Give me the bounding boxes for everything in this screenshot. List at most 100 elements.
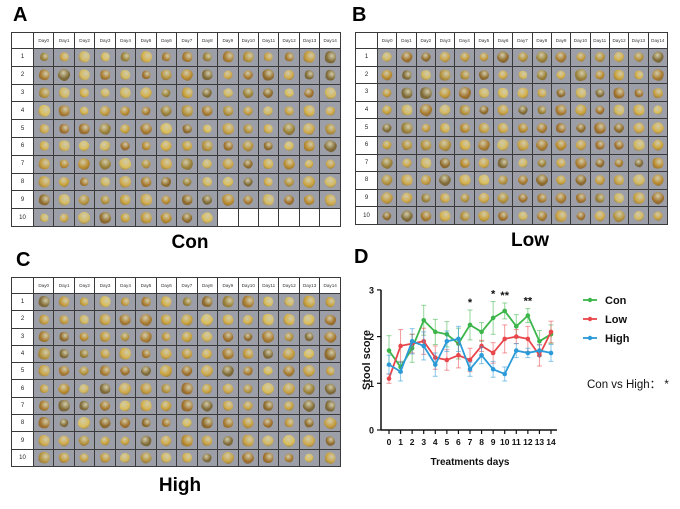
stool-sample-image	[322, 174, 338, 190]
stool-photo-cell	[114, 396, 137, 416]
stool-sample-image	[536, 157, 548, 169]
data-point	[467, 357, 473, 363]
stool-sample-image	[303, 50, 316, 64]
stool-photo-cell	[32, 48, 55, 67]
stool-photo-cell	[155, 48, 178, 67]
stool-photo-cell	[492, 171, 514, 190]
stool-photo-cell	[454, 153, 475, 173]
column-header: Day5	[473, 32, 494, 49]
stool-sample-image	[262, 451, 275, 465]
stool-sample-image	[323, 157, 337, 171]
stool-photo-cell	[135, 292, 157, 312]
stool-sample-image	[399, 50, 414, 64]
stool-sample-image	[159, 312, 174, 327]
row-header: 4	[11, 101, 34, 121]
stool-sample-image	[200, 433, 215, 448]
column-header: Day0	[32, 32, 55, 49]
stool-photo-cell	[550, 153, 572, 173]
stool-sample-image	[58, 122, 71, 135]
stool-photo-cell	[278, 448, 300, 468]
stool-sample-image	[400, 192, 413, 205]
stool-sample-image	[517, 69, 528, 81]
stool-photo-cell	[589, 135, 610, 155]
stool-sample-image	[613, 104, 625, 116]
stool-sample-image	[573, 173, 588, 188]
significance-marker: *	[468, 297, 473, 309]
stool-sample-image	[262, 140, 276, 153]
stool-sample-image	[283, 69, 295, 81]
stool-sample-image	[284, 453, 294, 463]
stool-sample-image	[220, 329, 236, 344]
stool-photo-cell	[114, 136, 137, 156]
stool-photo-cell	[73, 65, 96, 85]
empty-cell	[298, 208, 321, 227]
stool-sample-image	[242, 399, 255, 412]
row-header: 7	[11, 154, 34, 174]
stool-sample-image	[242, 331, 254, 343]
x-tick-label: 1	[398, 437, 403, 447]
stool-sample-image	[38, 87, 50, 99]
stool-photo-cell	[155, 101, 178, 121]
column-header: Day12	[608, 32, 630, 49]
stool-sample-image	[399, 85, 414, 100]
stool-photo-cell	[176, 48, 198, 67]
stool-sample-image	[612, 174, 626, 187]
stool-sample-image	[221, 139, 235, 153]
stool-sample-image	[399, 103, 414, 117]
stool-sample-image	[534, 50, 549, 65]
stool-sample-image	[457, 138, 472, 152]
column-header: Day7	[176, 32, 198, 49]
series-low	[386, 320, 554, 384]
stool-sample-image	[593, 86, 606, 99]
stool-sample-image	[284, 296, 295, 308]
stool-photo-cell	[298, 379, 321, 398]
row-header: 2	[11, 310, 34, 329]
stool-sample-image	[302, 103, 318, 119]
stool-photo-cell	[176, 101, 198, 121]
stool-photo-cell	[135, 362, 157, 381]
data-point	[398, 364, 403, 370]
stool-photo-cell	[589, 118, 610, 137]
stool-sample-image	[158, 346, 175, 362]
data-point	[456, 352, 461, 358]
stool-photo-cell	[257, 190, 280, 210]
panel-letter-a: A	[13, 4, 28, 26]
stool-sample-image	[79, 400, 90, 412]
stool-sample-image	[221, 295, 234, 309]
stool-photo-cell	[32, 190, 55, 210]
column-header: Day5	[135, 32, 157, 49]
stool-sample-image	[261, 346, 276, 362]
stool-photo-cell	[237, 172, 259, 192]
stool-sample-image	[323, 192, 338, 207]
stool-photo-cell	[415, 118, 436, 137]
stool-photo-cell	[176, 327, 198, 346]
stool-sample-image	[497, 86, 510, 99]
stool-photo-cell	[32, 327, 55, 346]
table-header-row: Day0 Day1 Day2 Day3 Day4 Day5 Day6 Day7 Day8 Day9…	[11, 277, 341, 294]
table-row: 1	[11, 48, 341, 67]
stool-photo-cell	[114, 154, 137, 174]
stool-photo-cell	[155, 208, 178, 227]
stool-photo-cell	[32, 414, 55, 433]
stool-photo-cell	[176, 414, 198, 433]
stool-sample-image	[517, 158, 528, 168]
stool-photo-cell	[473, 48, 494, 67]
stool-sample-image	[613, 157, 625, 168]
column-header: Day2	[415, 32, 436, 49]
stool-sample-image	[650, 85, 665, 100]
stool-sample-image	[99, 140, 111, 152]
stool-sample-image	[241, 68, 255, 82]
stool-photo-cell	[114, 48, 137, 67]
data-point	[421, 338, 427, 344]
table-row: 3	[11, 83, 341, 103]
stool-sample-image	[78, 69, 91, 82]
stool-sample-image	[118, 139, 133, 153]
stool-sample-image	[630, 172, 647, 189]
stool-sample-image	[118, 416, 133, 430]
stool-sample-image	[140, 140, 152, 153]
stool-sample-image	[496, 121, 510, 135]
stool-photo-cell	[53, 65, 75, 85]
row-header: 6	[11, 379, 34, 398]
table-header-row: Day0 Day1 Day2 Day3 Day4 Day5 Day6 Day7 Day8 Day9…	[11, 32, 341, 49]
stool-sample-image	[77, 139, 92, 154]
